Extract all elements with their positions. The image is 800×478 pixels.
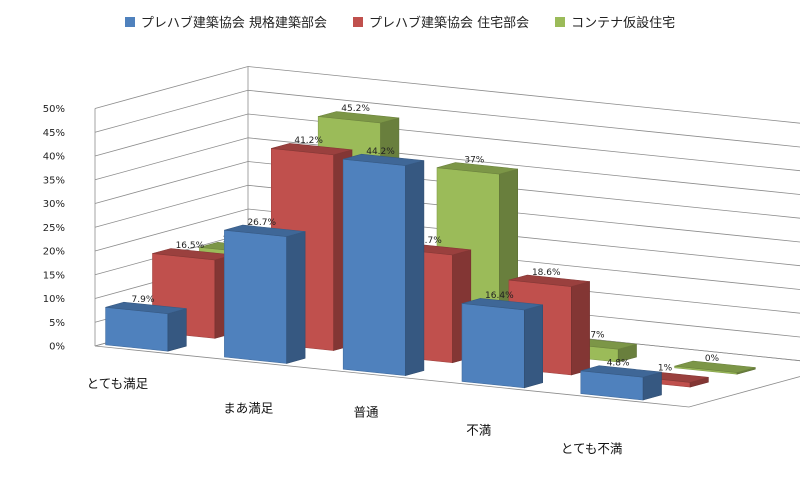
legend-label: プレハブ建築協会 規格建築部会 [140,16,327,31]
bar-top-face [224,224,306,237]
bar-side-face [570,281,590,376]
bar-top-face [271,143,353,156]
y-tick-label: 0% [49,342,65,353]
y-tick-label: 35% [43,175,65,186]
bar-side-face [167,308,187,352]
data-label: 2.7% [582,330,605,340]
bar-front-face [461,303,525,389]
data-label: 16.4% [485,291,514,301]
bar-front-face [342,158,406,376]
legend-swatch [352,16,363,27]
bars: 15.1%45.2%37%2.7%0%16.5%41.2%22.7%18.6%1… [105,104,756,401]
y-tick-label: 10% [43,294,65,305]
legend-label: プレハブ建築協会 住宅部会 [368,16,530,31]
bar-top-face [580,365,662,378]
bar [674,360,756,375]
legend-swatch [555,16,566,27]
y-tick-label: 20% [43,247,65,258]
bar-top-face [461,298,543,311]
x-tick-label: まあ満足 [223,400,274,415]
bar-top-face [105,301,187,315]
bar-top-face [436,162,518,175]
bar-top-face [674,360,756,373]
data-label: 1% [658,364,673,374]
bar [105,301,187,352]
legend-item: プレハブ建築協会 住宅部会 [352,12,530,31]
y-tick-label: 30% [43,199,65,210]
data-label: 16.5% [176,241,205,251]
y-tick-label: 25% [43,223,65,234]
bar-top-face [318,111,399,124]
bar-top-face [508,274,590,287]
y-tick-label: 5% [49,318,65,329]
data-label: 37% [464,155,484,165]
gridline [94,89,800,148]
data-label: 7.9% [132,295,155,305]
data-label: 22.7% [413,236,442,246]
x-tick-label: 不満 [466,423,491,438]
y-tick-label: 15% [43,270,65,281]
legend: プレハブ建築協会 規格建築部会 プレハブ建築協会 住宅部会 コンテナ仮設住宅 [0,12,800,31]
y-tick-label: 45% [43,128,65,139]
data-label: 45.2% [341,104,370,114]
legend-item: プレハブ建築協会 規格建築部会 [124,12,327,31]
y-axis: 0% 5% 10% 15% 20% 25% 30% 35% 40% 45% 50% [43,104,65,353]
data-label: 4.8% [607,358,630,368]
bar-side-face [286,231,306,364]
bar [342,153,425,376]
x-tick-label: とても不満 [561,441,623,456]
gridline [94,66,800,124]
data-label: 26.7% [247,218,276,228]
bar-front-face [224,229,288,364]
bar-top-face [343,153,424,166]
data-label: 41.2% [294,136,323,146]
bar-side-face [523,304,544,389]
bar-front-face [105,306,169,352]
legend-label: コンテナ仮設住宅 [571,16,676,31]
x-tick-label: 普通 [353,405,379,420]
data-label: 0% [705,354,720,364]
data-label: 18.6% [532,268,561,278]
bar-side-face [405,160,425,376]
legend-swatch [124,16,135,27]
gridlines [94,66,800,408]
bar [461,298,544,389]
data-label: 44.2% [366,147,395,157]
y-tick-label: 40% [43,152,65,163]
legend-item: コンテナ仮設住宅 [555,12,675,31]
bar [580,365,662,401]
bar [224,224,306,364]
y-tick-label: 50% [43,104,65,115]
x-tick-label: とても満足 [87,376,149,391]
